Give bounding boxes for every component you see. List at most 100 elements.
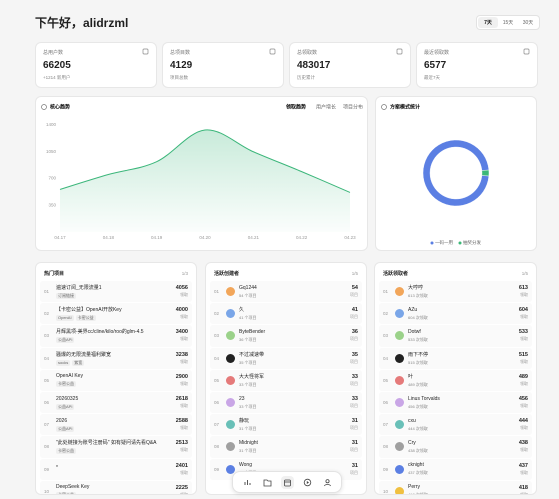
range-tab[interactable]: 15天 xyxy=(502,20,514,26)
list-row[interactable]: 07 cxu 444 次领取 444 领取 xyxy=(379,414,532,436)
item-count: 438 领取 xyxy=(519,440,528,453)
list-row[interactable]: 09 * 2401 领取 xyxy=(40,458,192,480)
avatar xyxy=(395,398,404,408)
list-row[interactable]: 08 "此处链接为账号注册码" 如有疑问请先看Q&A 卡密公益 2513 领取 xyxy=(40,436,192,458)
list-header: 活跃创建者 1/5 xyxy=(214,268,358,278)
list-row[interactable]: 01 大哼哼 613 次领取 613 领取 xyxy=(379,281,532,303)
item-body: * xyxy=(56,465,172,473)
user-button[interactable] xyxy=(321,476,334,489)
range-tab[interactable]: 7天 xyxy=(478,17,498,28)
range-tab[interactable]: 30天 xyxy=(522,20,534,26)
item-count: 2618 领取 xyxy=(176,396,188,409)
project-title: 20260325 xyxy=(56,395,79,402)
list-title: 活跃领取者 xyxy=(383,270,409,277)
list-rows: 01 大哼哼 613 次领取 613 领取 02 AZu 604 次领取 604 领取 03 Dotw… xyxy=(379,281,532,494)
icon-shape xyxy=(396,48,403,55)
list-row[interactable]: 03 ByteBender 36 个项目 36 项目 xyxy=(210,325,362,347)
count: 533 xyxy=(518,329,528,336)
list-row[interactable]: 02 AZu 604 次领取 604 领取 xyxy=(379,303,532,325)
count: 515 xyxy=(518,351,528,358)
rank: 05 xyxy=(383,377,389,383)
list-row[interactable]: 10 DeepSeek Key 卡密公益 2225 领取 xyxy=(40,480,192,494)
list-row[interactable]: 08 Midnight 31 个项目 31 项目 xyxy=(210,436,362,458)
list-title: 活跃创建者 xyxy=(214,270,240,277)
folder-button[interactable] xyxy=(261,476,274,489)
avatar xyxy=(226,309,235,319)
list-row[interactable]: 06 Linus Torvalds 456 次领取 456 领取 xyxy=(379,391,532,414)
list-row[interactable]: 01 Gq1244 54 个项目 54 项目 xyxy=(210,281,362,303)
tag: 公益API xyxy=(56,425,75,432)
list-row[interactable]: 10 Perry 418 次领取 418 领取 xyxy=(379,480,532,494)
item-note: 31 个项目 xyxy=(239,447,257,453)
list-row[interactable]: 05 叶 489 次领取 489 领取 xyxy=(379,369,532,391)
stat-label: 总项目数 xyxy=(170,50,191,56)
item-sub: 公益API xyxy=(56,425,172,432)
user-name: cxu xyxy=(408,417,416,424)
item-note: 35 个项目 xyxy=(239,359,257,365)
rank: 10 xyxy=(44,488,50,494)
list-row[interactable]: 05 OpenAI Key 卡密公益 2900 领取 xyxy=(40,369,192,391)
avatar xyxy=(226,398,235,408)
count-unit: 领取 xyxy=(520,425,528,431)
count-unit: 项目 xyxy=(350,314,358,320)
user-name: Dotwf xyxy=(408,328,421,335)
rank: 03 xyxy=(214,333,220,339)
chart-tab[interactable]: 项目分布 xyxy=(343,103,363,110)
item-count: 31 项目 xyxy=(350,418,358,431)
stat-card: 最近领取数 6577 最近7天 xyxy=(416,42,538,88)
item-count: 515 领取 xyxy=(519,352,528,365)
list-row[interactable]: 03 Dotwf 533 次领取 533 领取 xyxy=(379,325,532,347)
list-row[interactable]: 07 2026 公益API 2588 领取 xyxy=(40,414,192,436)
user-name: 久 xyxy=(239,307,245,314)
rank: 09 xyxy=(383,466,389,472)
tag: 订阅链接 xyxy=(56,293,76,300)
item-body: Cry 438 次领取 xyxy=(408,440,515,454)
item-body: ByteBender 36 个项目 xyxy=(239,329,346,343)
list-row[interactable]: 08 Cry 438 次领取 438 领取 xyxy=(379,436,532,458)
count-unit: 领取 xyxy=(180,380,188,386)
legend-swatch xyxy=(430,241,434,245)
chart-button[interactable] xyxy=(241,476,254,489)
rank: 09 xyxy=(44,466,50,472)
x-tick-label: 04.17 xyxy=(54,235,66,240)
list-row[interactable]: 06 20260325 公益API 2618 领取 xyxy=(40,391,192,414)
stat-value: 4129 xyxy=(170,60,193,71)
list-row[interactable]: 02 【卡密公益】OpenAI开放Key OpenAI 卡密公益 4000 领取 xyxy=(40,303,192,325)
item-note: 604 次领取 xyxy=(408,314,428,320)
item-note: 33 个项目 xyxy=(239,381,257,387)
rank: 01 xyxy=(383,289,389,295)
box-button[interactable] xyxy=(280,475,294,489)
list-row[interactable]: 02 久 41 个项目 41 项目 xyxy=(210,303,362,325)
list-row[interactable]: 09 cknight 437 次领取 437 领取 xyxy=(379,458,532,480)
list-row[interactable]: 04 雨下不停 515 次领取 515 领取 xyxy=(379,347,532,369)
count-unit: 领取 xyxy=(180,292,188,298)
list-row[interactable]: 04 骚爆的无限流量福利聚宽 socks 紫宽 3238 领取 xyxy=(40,347,192,369)
count-unit: 项目 xyxy=(350,469,358,475)
range-tabs: 7天 15天 30天 xyxy=(476,15,540,30)
list-row[interactable]: 01 遍速订阅_无限流量1 订阅链接 4056 领取 xyxy=(40,281,192,303)
user-name: 静玩 xyxy=(239,418,250,425)
chart-tab[interactable]: 用户增长 xyxy=(316,103,336,110)
user-name: Linus Torvalds xyxy=(408,395,440,402)
user-name: 叶 xyxy=(408,373,414,380)
list-row[interactable]: 04 不过减速带 35 个项目 35 项目 xyxy=(210,347,362,369)
list-row[interactable]: 03 月辉黑项-美界cc/cline/kilo/roo的glm-4.5 公益API 3… xyxy=(40,325,192,347)
chart-tab[interactable]: 领取趋势 xyxy=(286,103,306,110)
stat-card: 总用户数 66205 +1214 新用户 xyxy=(35,42,157,88)
item-sub: 41 个项目 xyxy=(239,315,346,321)
y-tick-label: 350 xyxy=(48,202,56,207)
play-button[interactable] xyxy=(301,476,314,489)
icon xyxy=(263,479,271,486)
list-row[interactable]: 05 大大怪将军 33 个项目 33 项目 xyxy=(210,369,362,391)
list-row[interactable]: 07 静玩 31 个项目 31 项目 xyxy=(210,414,362,436)
item-sub: 438 次领取 xyxy=(408,448,515,454)
list-page: 1/5 xyxy=(521,270,528,276)
count: 4056 xyxy=(175,285,188,292)
list-row[interactable]: 06 23 33 个项目 33 项目 xyxy=(210,391,362,414)
count: 33 xyxy=(351,396,358,403)
item-note: 489 次领取 xyxy=(408,381,428,387)
stat-card: 总领取数 483017 历史累计 xyxy=(289,42,411,88)
user-name: AZu xyxy=(408,306,418,313)
